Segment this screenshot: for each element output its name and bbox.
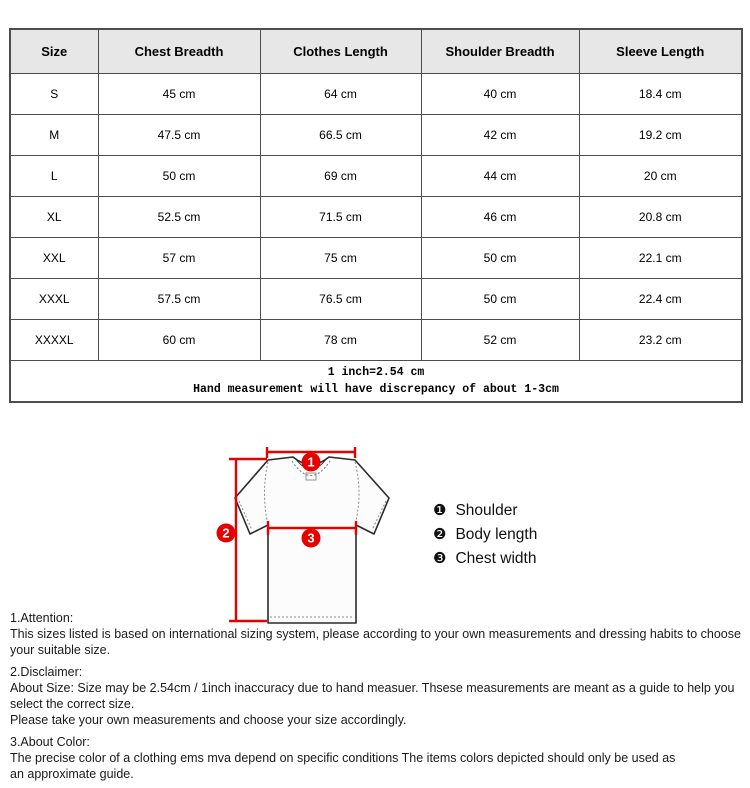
- sleeve-cell: 18.4 cm: [578, 73, 743, 115]
- circled-two-icon: ❷: [433, 526, 447, 543]
- sleeve-cell: 23.2 cm: [578, 319, 743, 361]
- collar-dotted-seam: [291, 460, 331, 476]
- size-cell: XXXXL: [9, 319, 99, 361]
- chest-cell: 60 cm: [97, 319, 261, 361]
- table-header-row: Size Chest Breadth Clothes Length Should…: [9, 28, 743, 74]
- neck-tag: [305, 472, 317, 481]
- table-row: XXXXL 60 cm 78 cm 52 cm 23.2 cm: [9, 319, 743, 361]
- notes-section: 1.Attention: This sizes listed is based …: [10, 610, 746, 788]
- header-chest-breadth: Chest Breadth: [97, 28, 261, 74]
- legend-item-shoulder: ❶ Shoulder: [433, 502, 537, 519]
- length-cell: 78 cm: [259, 319, 422, 361]
- shoulder-cell: 50 cm: [420, 237, 580, 279]
- chest-cell: 45 cm: [97, 73, 261, 115]
- badge-chest-width-number: 3: [307, 531, 314, 546]
- shoulder-cell: 44 cm: [420, 155, 580, 197]
- circled-one-icon: ❶: [433, 502, 447, 519]
- length-cell: 64 cm: [259, 73, 422, 115]
- note-heading: 3.About Color:: [10, 735, 90, 749]
- legend-item-chest-width: ❸ Chest width: [433, 550, 537, 567]
- badge-shoulder-number: 1: [307, 455, 314, 470]
- table-row: S 45 cm 64 cm 40 cm 18.4 cm: [9, 73, 743, 115]
- size-table: Size Chest Breadth Clothes Length Should…: [9, 28, 743, 403]
- note-heading: 1.Attention:: [10, 611, 74, 625]
- table-row: XXXL 57.5 cm 76.5 cm 50 cm 22.4 cm: [9, 278, 743, 320]
- table-row: XL 52.5 cm 71.5 cm 46 cm 20.8 cm: [9, 196, 743, 238]
- size-cell: M: [9, 114, 99, 156]
- legend-label: Body length: [455, 526, 538, 543]
- shoulder-cell: 40 cm: [420, 73, 580, 115]
- diagram-legend: ❶ Shoulder ❷ Body length ❸ Chest width: [433, 502, 537, 567]
- sleeve-cell: 22.4 cm: [578, 278, 743, 320]
- header-clothes-length: Clothes Length: [259, 28, 422, 74]
- size-cell: XL: [9, 196, 99, 238]
- size-cell: L: [9, 155, 99, 197]
- chest-cell: 47.5 cm: [97, 114, 261, 156]
- header-shoulder-breadth: Shoulder Breadth: [420, 28, 580, 74]
- note-about-color: 3.About Color: The precise color of a cl…: [10, 734, 746, 782]
- shoulder-cell: 42 cm: [420, 114, 580, 156]
- legend-label: Chest width: [455, 550, 537, 567]
- size-cell: XXXL: [9, 278, 99, 320]
- chest-cell: 57 cm: [97, 237, 261, 279]
- inch-conversion-note: 1 inch=2.54 cm: [327, 366, 425, 379]
- badge-body-length: 2: [216, 523, 236, 543]
- badge-shoulder: 1: [301, 452, 321, 472]
- tshirt-measurement-diagram: 1 2 3: [216, 447, 390, 624]
- length-cell: 66.5 cm: [259, 114, 422, 156]
- chest-cell: 57.5 cm: [97, 278, 261, 320]
- legend-item-body-length: ❷ Body length: [433, 526, 537, 543]
- length-cell: 69 cm: [259, 155, 422, 197]
- shoulder-cell: 46 cm: [420, 196, 580, 238]
- note-line: Please take your own measurements and ch…: [10, 713, 407, 727]
- chest-cell: 50 cm: [97, 155, 261, 197]
- legend-label: Shoulder: [455, 502, 518, 519]
- note-attention: 1.Attention: This sizes listed is based …: [10, 610, 746, 658]
- right-cuff-seam: [371, 500, 387, 531]
- chest-cell: 52.5 cm: [97, 196, 261, 238]
- table-row: XXL 57 cm 75 cm 50 cm 22.1 cm: [9, 237, 743, 279]
- right-body-seam: [354, 461, 360, 526]
- length-cell: 75 cm: [259, 237, 422, 279]
- left-body-seam: [264, 461, 269, 526]
- shoulder-measure-line: [265, 447, 357, 458]
- body-length-measure-line: [229, 457, 267, 623]
- note-line: This sizes listed is based on internatio…: [10, 627, 741, 657]
- shoulder-cell: 52 cm: [420, 319, 580, 361]
- left-cuff-seam: [238, 500, 253, 531]
- length-cell: 71.5 cm: [259, 196, 422, 238]
- length-cell: 76.5 cm: [259, 278, 422, 320]
- sleeve-cell: 22.1 cm: [578, 237, 743, 279]
- circled-three-icon: ❸: [433, 550, 447, 567]
- note-heading: 2.Disclaimer:: [10, 665, 83, 679]
- table-row: L 50 cm 69 cm 44 cm 20 cm: [9, 155, 743, 197]
- footnote-row: 1 inch=2.54 cm Hand measurement will hav…: [9, 360, 743, 403]
- sleeve-cell: 20 cm: [578, 155, 743, 197]
- header-sleeve-length: Sleeve Length: [578, 28, 743, 74]
- chest-width-measure-line: [266, 521, 358, 535]
- size-cell: XXL: [9, 237, 99, 279]
- header-size: Size: [9, 28, 99, 74]
- note-line: About Size: Size may be 2.54cm / 1inch i…: [10, 681, 735, 711]
- note-disclaimer: 2.Disclaimer: About Size: Size may be 2.…: [10, 664, 746, 728]
- badge-body-length-number: 2: [222, 526, 229, 541]
- note-line: The precise color of a clothing ems mva …: [10, 751, 676, 765]
- sleeve-cell: 19.2 cm: [578, 114, 743, 156]
- measurement-discrepancy-note: Hand measurement will have discrepancy o…: [193, 383, 559, 396]
- table-row: M 47.5 cm 66.5 cm 42 cm 19.2 cm: [9, 114, 743, 156]
- note-line: an approximate guide.: [10, 767, 134, 781]
- sleeve-cell: 20.8 cm: [578, 196, 743, 238]
- size-cell: S: [9, 73, 99, 115]
- size-chart-section: Size Chest Breadth Clothes Length Should…: [9, 28, 743, 403]
- footnote-cell: 1 inch=2.54 cm Hand measurement will hav…: [9, 360, 743, 403]
- shoulder-cell: 50 cm: [420, 278, 580, 320]
- badge-chest-width: 3: [301, 528, 321, 548]
